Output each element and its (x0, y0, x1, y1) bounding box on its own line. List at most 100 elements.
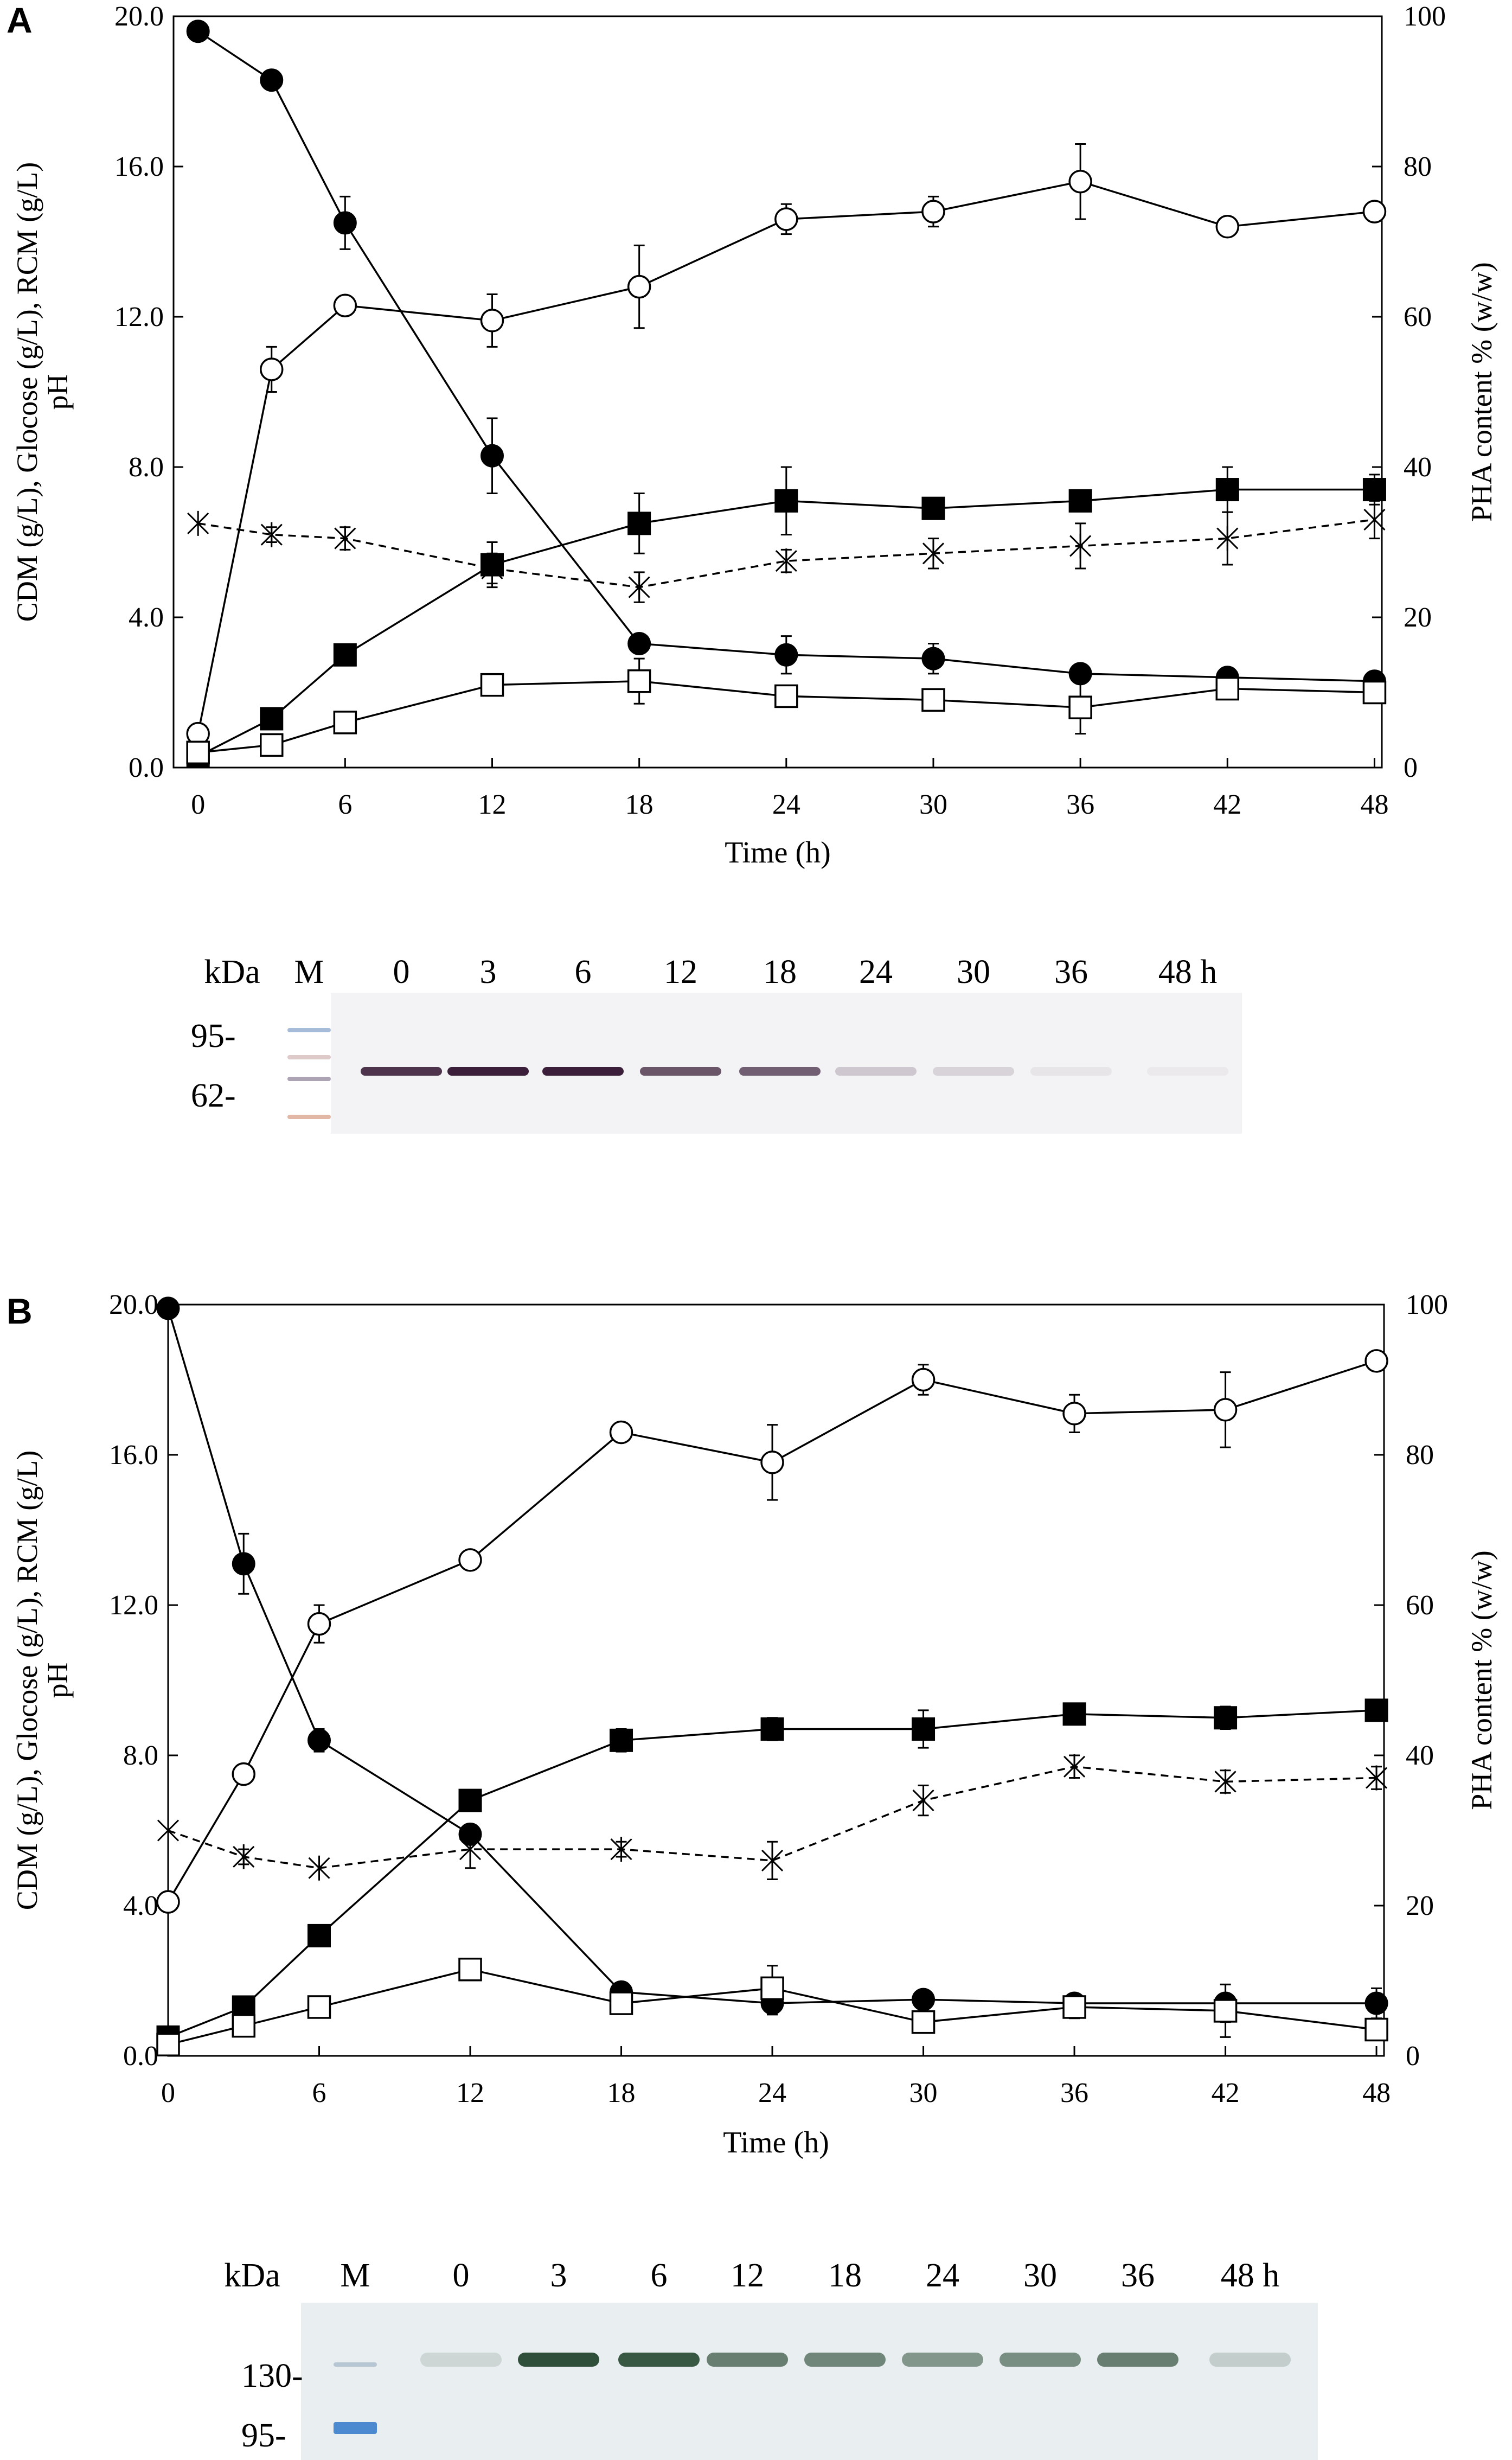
point-filled-circle (912, 1988, 936, 2011)
series-filled-circle (156, 1296, 1388, 2023)
gel-lane-label: 18 (763, 954, 797, 991)
point-open-circle (921, 200, 945, 223)
point-open-circle (1364, 1349, 1388, 1373)
x-tick-label: 6 (338, 789, 352, 820)
gel-band (933, 1067, 1014, 1076)
gel-lane-label: 6 (651, 2257, 668, 2294)
y-left-tick-label: 4.0 (129, 602, 164, 633)
gel-lane-label: 48 h (1221, 2257, 1280, 2294)
point-star (922, 541, 945, 566)
point-star (260, 522, 283, 547)
y-left-tick-label: 16.0 (114, 151, 164, 182)
x-tick-label: 30 (919, 789, 947, 820)
gel-mw-label: 62- (191, 1077, 236, 1114)
y-right-tick-label: 20 (1404, 602, 1432, 633)
point-filled-square (912, 1717, 936, 1741)
gel-marker-band (334, 2362, 377, 2367)
gel-lane-label: 24 (859, 954, 893, 991)
gel-band (518, 2353, 599, 2367)
gel-marker-band (287, 1077, 331, 1081)
point-open-square (333, 711, 357, 734)
gel-band (1030, 1067, 1112, 1076)
gel-band (618, 2353, 700, 2367)
point-open-circle (260, 357, 284, 381)
series-line (168, 1968, 1377, 2046)
gel-band (542, 1067, 624, 1076)
point-filled-circle (921, 647, 945, 670)
gel-lane-label: 12 (664, 954, 697, 991)
point-open-square (609, 1991, 633, 2015)
point-open-circle (333, 293, 357, 317)
gel-unit-label: kDa (224, 2257, 280, 2294)
point-filled-square (1364, 1698, 1388, 1722)
point-star (761, 1848, 784, 1873)
x-tick-label: 48 (1362, 2078, 1391, 2108)
point-star (459, 1837, 482, 1862)
point-open-square (260, 733, 284, 757)
point-filled-square (627, 512, 651, 535)
y-right-axis-label: PHA content % (w/w) (1465, 1550, 1498, 1810)
x-tick-label: 36 (1066, 789, 1094, 820)
series-open-circle (156, 1349, 1388, 1914)
y-left-tick-label: 4.0 (123, 1890, 158, 1921)
series-line (197, 519, 1375, 589)
gel-marker-label: M (294, 954, 324, 991)
panel-label: A (7, 0, 33, 40)
point-star (1363, 507, 1386, 532)
gel-band (902, 2353, 983, 2367)
y-left-axis-label-ph: pH (41, 1663, 74, 1698)
point-filled-circle (627, 631, 651, 655)
point-star (628, 574, 650, 600)
y-right-tick-label: 60 (1404, 302, 1432, 333)
x-tick-label: 12 (478, 789, 507, 820)
y-right-axis-label: PHA content % (w/w) (1465, 262, 1498, 521)
point-open-square (156, 2033, 180, 2056)
y-left-tick-label: 0.0 (123, 2041, 158, 2072)
gel-lane-label: 48 h (1158, 954, 1218, 991)
gel-band (804, 2353, 886, 2367)
gel-lane-label: 3 (550, 2257, 567, 2294)
point-open-circle (232, 1762, 256, 1786)
point-star (775, 548, 797, 574)
x-tick-label: 0 (191, 789, 205, 820)
point-open-circle (1215, 215, 1240, 239)
gel-mw-label: 95- (191, 1018, 236, 1055)
point-open-circle (1213, 1398, 1238, 1422)
x-tick-label: 30 (909, 2078, 938, 2108)
y-right-tick-label: 40 (1404, 452, 1432, 483)
gel-lane-label: 0 (453, 2257, 470, 2294)
point-filled-square (1062, 1702, 1086, 1726)
gel-lane-label: 36 (1054, 954, 1088, 991)
series-line (198, 680, 1375, 754)
y-left-tick-label: 12.0 (114, 302, 164, 333)
gel-lane-label: 3 (480, 954, 497, 991)
point-star (334, 526, 356, 551)
gel-mw-label: 95- (241, 2417, 286, 2454)
x-tick-label: 0 (161, 2078, 175, 2108)
x-axis-label: Time (h) (725, 836, 831, 870)
point-open-square (1213, 1999, 1238, 2023)
x-tick-label: 24 (772, 789, 800, 820)
point-filled-square (1068, 489, 1092, 513)
point-open-square (911, 2010, 936, 2034)
point-open-square (1364, 2017, 1388, 2042)
gel-lane-label: 24 (926, 2257, 959, 2294)
y-left-tick-label: 16.0 (109, 1440, 158, 1471)
point-open-circle (760, 1451, 784, 1474)
series-line (167, 1308, 1377, 2004)
point-open-square (774, 684, 798, 708)
point-filled-square (307, 1924, 331, 1947)
gel-band (1147, 1067, 1228, 1076)
point-filled-circle (260, 68, 284, 92)
y-left-axis-label: CDM (g/L), Glocose (g/L), RCM (g/L) (11, 162, 43, 622)
series-open-square (156, 1957, 1388, 2056)
point-star (157, 1818, 180, 1843)
series-line (167, 1360, 1377, 1902)
plot-frame (167, 1304, 1385, 2057)
y-right-tick-label: 0 (1404, 752, 1418, 783)
point-star (610, 1837, 632, 1862)
point-filled-circle (1364, 1991, 1388, 2015)
point-star (233, 1844, 255, 1869)
